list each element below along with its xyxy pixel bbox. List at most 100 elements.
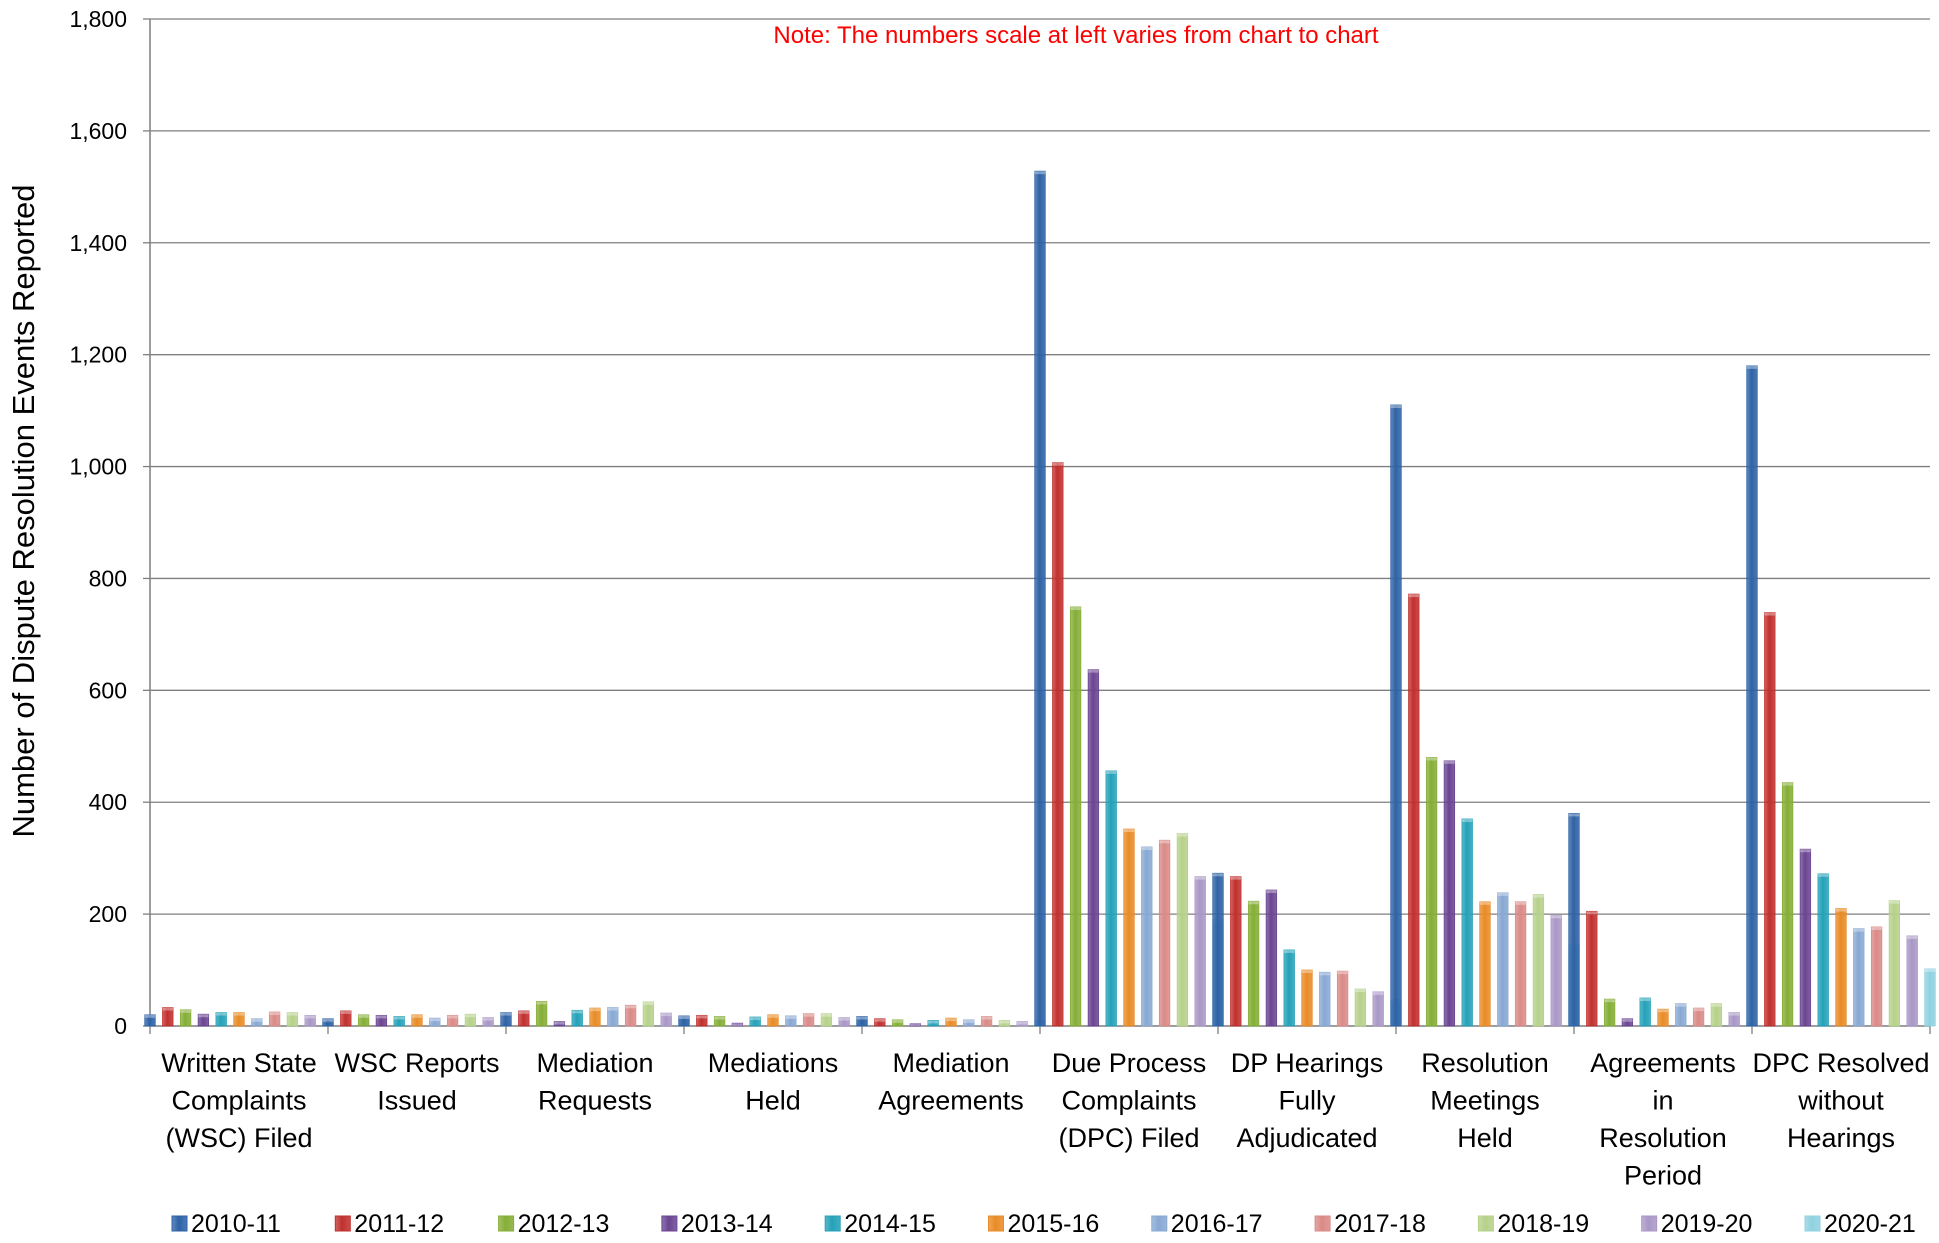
bar bbox=[1853, 928, 1865, 1027]
bar-cap bbox=[1550, 915, 1562, 919]
bar bbox=[1479, 901, 1491, 1027]
bar bbox=[1746, 365, 1758, 1027]
bar bbox=[535, 1000, 548, 1027]
bar bbox=[1123, 828, 1135, 1027]
bar-cap bbox=[1355, 989, 1366, 993]
bar-cap bbox=[945, 1018, 957, 1022]
bar-cap bbox=[1817, 873, 1829, 877]
bar-cap bbox=[821, 1013, 832, 1017]
bar bbox=[838, 1017, 850, 1027]
bar-cap bbox=[927, 1020, 939, 1024]
legend-item: 2011-12 bbox=[334, 1210, 444, 1238]
bar bbox=[1781, 782, 1794, 1027]
bar-cap bbox=[1533, 894, 1544, 898]
bar bbox=[1906, 935, 1918, 1027]
bar bbox=[1550, 914, 1562, 1027]
bar bbox=[1425, 757, 1438, 1027]
bar-cap bbox=[1390, 405, 1402, 409]
bar bbox=[1870, 926, 1883, 1027]
bar bbox=[1176, 833, 1189, 1027]
bar-cap bbox=[1746, 365, 1758, 369]
bar-cap bbox=[1479, 901, 1491, 905]
bar bbox=[1443, 760, 1456, 1027]
bar bbox=[1835, 908, 1847, 1027]
bar-cap bbox=[393, 1016, 405, 1020]
bar-cap bbox=[1889, 900, 1900, 904]
bar bbox=[945, 1017, 957, 1027]
legend-swatch bbox=[334, 1215, 351, 1232]
bar bbox=[1514, 901, 1527, 1027]
bar bbox=[1354, 988, 1367, 1027]
bar bbox=[642, 1001, 655, 1027]
legend-swatch bbox=[824, 1215, 841, 1232]
bar bbox=[1194, 876, 1206, 1027]
bar-cap bbox=[1853, 928, 1865, 932]
bar bbox=[927, 1020, 939, 1027]
bar-cap bbox=[678, 1015, 690, 1019]
bar bbox=[1230, 876, 1242, 1027]
bar bbox=[1675, 1003, 1687, 1027]
bar-cap bbox=[1177, 833, 1188, 837]
x-category-label: Due Process Complaints (DPC) Filed bbox=[1052, 1048, 1207, 1153]
bar bbox=[1888, 900, 1901, 1027]
bar-cap bbox=[554, 1021, 565, 1025]
y-tick-label: 800 bbox=[89, 565, 127, 591]
bar-cap bbox=[1212, 873, 1224, 877]
legend-item: 2016-17 bbox=[1151, 1210, 1263, 1238]
bar-cap bbox=[269, 1012, 280, 1016]
bar bbox=[1924, 968, 1936, 1027]
bar bbox=[357, 1014, 370, 1027]
legend-swatch bbox=[1151, 1215, 1168, 1232]
y-tick-label: 1,600 bbox=[69, 118, 127, 144]
bar-cap bbox=[1461, 819, 1473, 823]
legend-item: 2017-18 bbox=[1314, 1210, 1426, 1238]
bar-cap bbox=[749, 1017, 761, 1021]
legend-label: 2017-18 bbox=[1334, 1210, 1426, 1238]
bar bbox=[1105, 770, 1117, 1027]
bar-cap bbox=[1782, 782, 1793, 786]
bar-cap bbox=[963, 1019, 975, 1023]
bar-cap bbox=[233, 1012, 245, 1016]
bar-cap bbox=[144, 1014, 156, 1018]
y-tick-label: 400 bbox=[89, 789, 127, 815]
y-tick-label: 1,200 bbox=[69, 342, 127, 368]
legend-item: 2012-13 bbox=[498, 1210, 610, 1238]
y-tick-label: 0 bbox=[114, 1013, 127, 1039]
bar bbox=[1069, 606, 1082, 1027]
bar-cap bbox=[589, 1008, 601, 1012]
bar bbox=[1212, 872, 1224, 1027]
bar bbox=[660, 1012, 672, 1027]
bar-cap bbox=[1657, 1009, 1669, 1013]
bar bbox=[856, 1016, 868, 1027]
bar-cap bbox=[465, 1014, 476, 1018]
bar-cap bbox=[429, 1018, 441, 1022]
bar-cap bbox=[1266, 890, 1277, 894]
legend-swatch bbox=[1641, 1215, 1658, 1232]
bar bbox=[446, 1014, 459, 1027]
legend-swatch bbox=[661, 1215, 678, 1232]
legend-item: 2020-21 bbox=[1804, 1210, 1916, 1238]
x-category-label: Mediation Agreements bbox=[878, 1048, 1024, 1116]
bar-cap bbox=[767, 1014, 779, 1018]
bar-cap bbox=[198, 1014, 209, 1018]
legend-label: 2018-19 bbox=[1497, 1210, 1589, 1238]
bar-cap bbox=[732, 1023, 743, 1026]
bar bbox=[1586, 910, 1598, 1027]
bar bbox=[767, 1014, 779, 1027]
bar bbox=[482, 1017, 494, 1027]
bar-cap bbox=[1105, 770, 1117, 774]
bar-cap bbox=[607, 1007, 619, 1011]
legend-label: 2014-15 bbox=[844, 1210, 936, 1238]
legend-swatch bbox=[988, 1215, 1004, 1232]
bar bbox=[1319, 971, 1331, 1027]
bar-cap bbox=[1016, 1021, 1028, 1025]
bar-cap bbox=[251, 1018, 263, 1022]
legend-item: 2013-14 bbox=[661, 1210, 773, 1238]
legend-label: 2012-13 bbox=[518, 1210, 610, 1238]
bar-cap bbox=[785, 1015, 797, 1019]
bar-cap bbox=[411, 1014, 423, 1018]
bar-cap bbox=[1408, 594, 1420, 598]
y-tick-label: 1,000 bbox=[69, 454, 127, 480]
legend: 2010-11 2011-12 2012-13 2013-14 2014-15 2015-… bbox=[171, 1210, 1916, 1238]
legend-swatch bbox=[1314, 1215, 1331, 1232]
